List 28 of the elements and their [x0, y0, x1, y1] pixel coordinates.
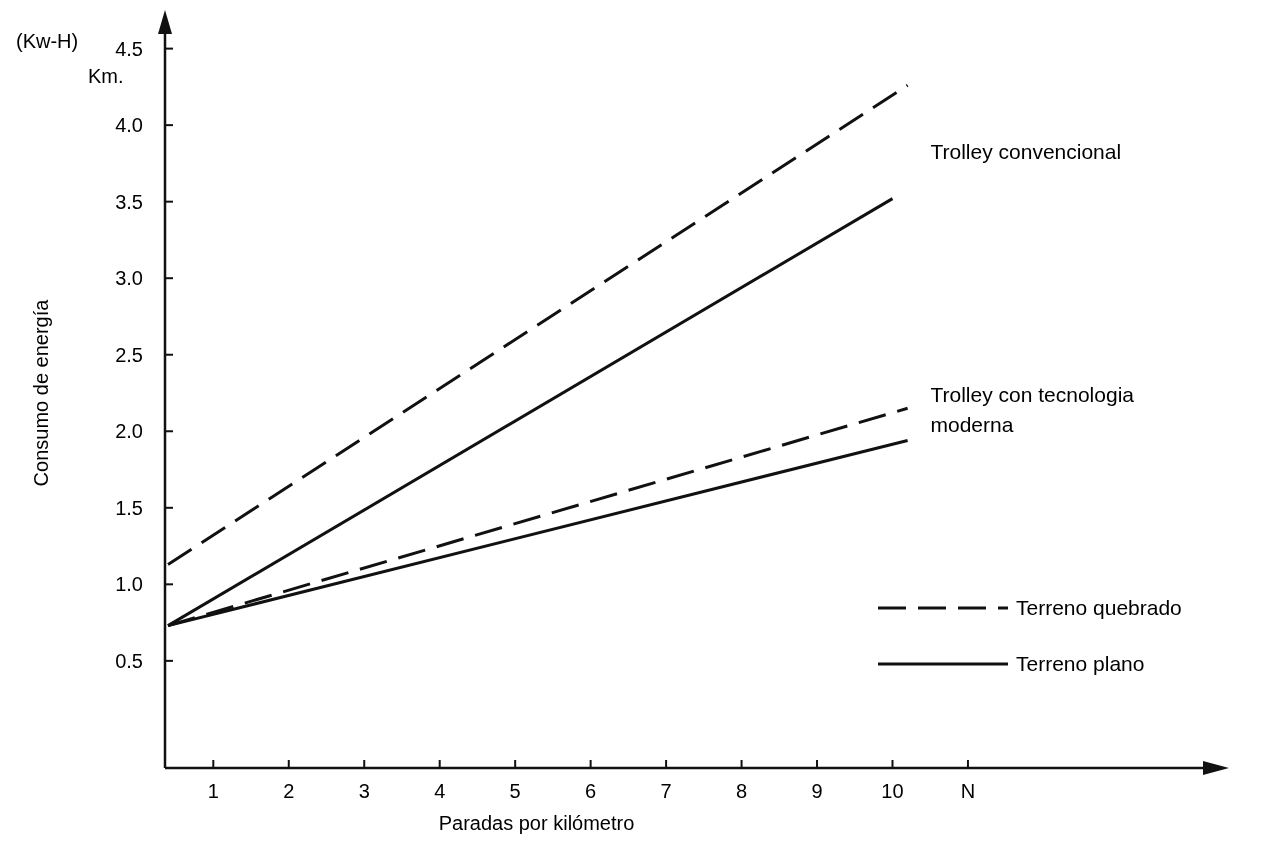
- annotation: Trolley convencional: [930, 139, 1122, 163]
- y-tick-label: 1.5: [115, 496, 143, 519]
- text: Terreno plano: [1016, 652, 1145, 675]
- x-axis-title: Paradas por kilómetro: [438, 812, 635, 834]
- x-tick-label: 1: [207, 780, 219, 802]
- x-tick-label: 3: [358, 780, 370, 802]
- y-tick-label: 2.5: [115, 343, 143, 366]
- y-tick-label: 2.0: [115, 420, 143, 443]
- x-tick-label: 9: [811, 780, 823, 802]
- y-tick-label: 3.0: [115, 267, 143, 290]
- annotation: Trolley con tecnologia moderna: [930, 383, 1135, 437]
- y-tick-label: 0.5: [115, 649, 143, 672]
- y-tick-label: 4.0: [115, 114, 143, 137]
- x-tick-label: 8: [736, 780, 748, 802]
- x-tick-label: 5: [509, 780, 521, 802]
- x-tick-label: 10: [881, 780, 904, 802]
- x-tick-label: 2: [283, 780, 295, 802]
- x-tick-label: 6: [585, 780, 597, 802]
- x-tick-label: N: [960, 780, 976, 802]
- x-tick-label: 4: [434, 780, 446, 802]
- text: Terreno quebrado: [1016, 596, 1182, 619]
- y-axis-title: Consumo de energía: [30, 298, 52, 487]
- y-tick-label: 1.0: [115, 573, 143, 596]
- y-tick-label: 4.5: [115, 37, 143, 60]
- y-tick-label: 3.5: [115, 190, 143, 213]
- x-tick-label: 7: [660, 780, 672, 802]
- text: Km.: [88, 65, 124, 87]
- text: (Kw-H): [16, 30, 79, 52]
